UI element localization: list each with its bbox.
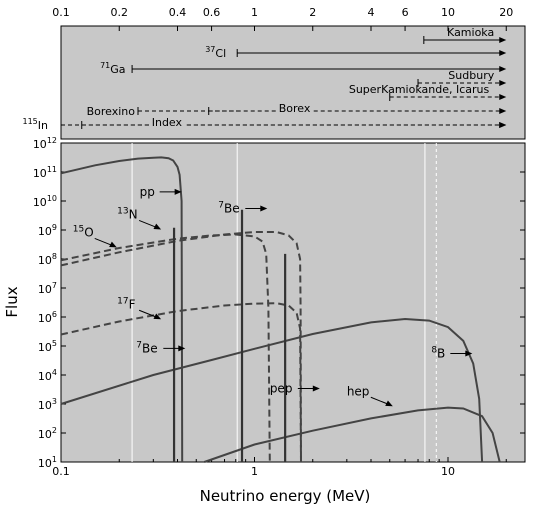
series-curve-13N <box>60 233 271 463</box>
flux-series <box>60 156 501 463</box>
experiment-arrow-head <box>499 122 507 128</box>
series-curve-pp <box>60 156 184 463</box>
label-arrow-head <box>153 223 162 230</box>
experiment-label: Kamioka <box>447 26 494 39</box>
experiment-label: Index <box>152 116 183 129</box>
y-tick-label: 1011 <box>33 165 57 180</box>
y-tick-label: 1012 <box>33 136 57 151</box>
series-curve-17F <box>60 302 302 463</box>
top-tick-label: 1 <box>251 6 258 19</box>
label-arrow-head <box>465 350 473 357</box>
experiment-arrow-head <box>499 66 507 72</box>
experiment-label: Sudbury <box>448 69 494 82</box>
top-tick-label: 6 <box>402 6 409 19</box>
top-tick-label: 0.2 <box>110 6 128 19</box>
source-labels: pp 7Be 13N 15O 17F 7Be pep hep 8B <box>73 185 473 407</box>
monoenergetic-lines <box>172 209 287 462</box>
label-arrow-head <box>174 188 182 195</box>
source-label: 13N <box>117 206 137 221</box>
top-tick-label: 0.6 <box>203 6 221 19</box>
source-label: pep <box>270 381 293 395</box>
experiment-arrow-head <box>499 94 507 100</box>
y-tick-label: 103 <box>38 397 57 412</box>
experiment-label-bg <box>149 116 186 128</box>
y-axis-label: Flux <box>3 286 21 317</box>
y-tick-label: 106 <box>38 310 57 325</box>
experiment-arrow-head <box>499 108 507 114</box>
top-tick-label: 0.1 <box>52 6 70 19</box>
y-tick-label: 108 <box>38 252 57 267</box>
y-tick-label: 102 <box>38 426 57 441</box>
label-arrow-head <box>153 313 162 320</box>
experiment-arrow-head <box>499 37 507 43</box>
source-label: pp <box>140 185 155 199</box>
label-arrow-head <box>109 241 117 248</box>
experiment-label: 115In <box>23 117 49 132</box>
y-tick-label: 104 <box>38 368 57 383</box>
y-tick-label: 101 <box>38 455 57 470</box>
label-arrow-head <box>385 400 393 407</box>
series-curve-15O <box>60 231 302 463</box>
experiment-label: SuperKamiokande, Icarus <box>349 83 490 96</box>
experiment-arrow-head <box>499 50 507 56</box>
y-axis: 101 102 103 104 105 106 107 108 109 1010 1011 1012 <box>33 136 525 470</box>
source-label: 15O <box>73 224 94 239</box>
top-axis: 0.1 0.2 0.4 0.6 1 2 4 6 10 20 <box>52 6 513 31</box>
x-tick-label: 1 <box>251 465 258 478</box>
source-label: 7Be <box>218 201 239 216</box>
source-label: 7Be <box>136 340 157 355</box>
x-tick-label: 0.1 <box>52 465 70 478</box>
source-label: 8B <box>431 346 445 361</box>
experiment-label: Borexino <box>87 105 136 118</box>
source-label: hep <box>347 384 370 398</box>
label-arrow-head <box>312 385 320 392</box>
y-tick-label: 1010 <box>33 194 57 209</box>
experiment-arrow-head <box>499 80 507 86</box>
experiment-label: 71Ga <box>100 61 125 76</box>
label-arrow-head <box>260 205 268 212</box>
source-label: 17F <box>117 296 135 311</box>
top-tick-label: 4 <box>367 6 374 19</box>
top-tick-label: 0.4 <box>169 6 187 19</box>
x-axis: 0.1 1 10 <box>52 457 507 478</box>
flux-plot-area <box>60 142 526 463</box>
label-arrow-head <box>178 345 186 352</box>
top-tick-label: 10 <box>441 6 455 19</box>
experiment-label: 37Cl <box>205 45 226 60</box>
x-tick-label: 10 <box>441 465 455 478</box>
experiment-label-bg <box>276 102 313 114</box>
x-axis-label: Neutrino energy (MeV) <box>200 487 371 505</box>
series-curve-hep <box>203 406 501 463</box>
y-tick-label: 105 <box>38 339 57 354</box>
top-tick-label: 20 <box>499 6 513 19</box>
y-tick-label: 107 <box>38 281 57 296</box>
experiment-label: Borex <box>279 102 311 115</box>
series-curve-8B <box>60 317 484 463</box>
top-tick-label: 2 <box>309 6 316 19</box>
y-tick-label: 109 <box>38 223 57 238</box>
